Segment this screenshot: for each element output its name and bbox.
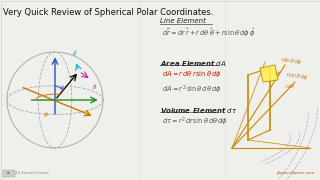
Text: $dA = r\,d\theta\; r\sin\theta\,d\phi$: $dA = r\,d\theta\; r\sin\theta\,d\phi$ xyxy=(162,69,221,79)
Text: $r\,d\theta$: $r\,d\theta$ xyxy=(285,82,296,90)
Text: Area Element $dA$: Area Element $dA$ xyxy=(160,58,227,68)
Text: cc: cc xyxy=(7,172,11,176)
Polygon shape xyxy=(260,65,278,82)
Text: $\hat{\theta}$: $\hat{\theta}$ xyxy=(92,82,97,92)
Text: $dr$: $dr$ xyxy=(275,69,282,77)
Text: © 2024 Steven Errede: © 2024 Steven Errede xyxy=(5,171,49,175)
Text: $r\,\sin\theta\,d\phi$: $r\,\sin\theta\,d\phi$ xyxy=(285,70,308,82)
Text: Very Quick Review of Spherical Polar Coordinates.: Very Quick Review of Spherical Polar Coo… xyxy=(3,8,213,17)
Text: physicsillusion.com: physicsillusion.com xyxy=(277,171,315,175)
Text: $d\tau = r^2\,dr\sin\theta\,d\theta\,d\phi$: $d\tau = r^2\,dr\sin\theta\,d\theta\,d\p… xyxy=(162,116,228,128)
Text: $\hat{\phi}$: $\hat{\phi}$ xyxy=(72,48,78,59)
Text: $\phi$: $\phi$ xyxy=(44,110,49,119)
Bar xyxy=(3,170,15,177)
Text: Line Element: Line Element xyxy=(160,18,206,24)
Text: $r\sin\theta\,d\phi$: $r\sin\theta\,d\phi$ xyxy=(280,55,303,67)
Text: $\hat{r}$: $\hat{r}$ xyxy=(70,74,75,84)
Text: $dA = r^2\,\sin\theta\,d\theta\,d\phi$: $dA = r^2\,\sin\theta\,d\theta\,d\phi$ xyxy=(162,84,222,96)
Text: $\theta$: $\theta$ xyxy=(59,84,65,92)
Text: Volume Element $d\tau$: Volume Element $d\tau$ xyxy=(160,105,237,115)
Text: $d\vec{r} = dr\,\hat{r} + r\,d\theta\,\hat{\theta} + r\sin\theta\,d\phi\,\hat{\p: $d\vec{r} = dr\,\hat{r} + r\,d\theta\,\h… xyxy=(162,27,255,39)
